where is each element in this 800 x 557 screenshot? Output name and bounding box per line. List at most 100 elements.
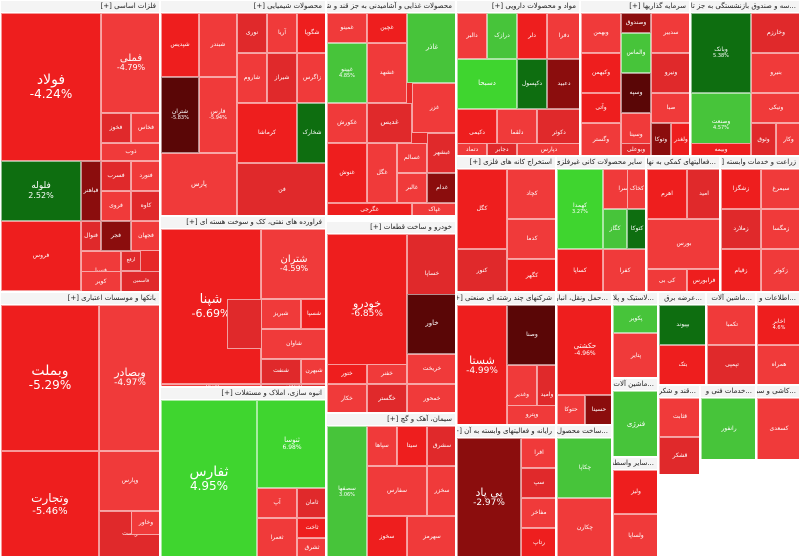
stock-tile[interactable]: شخارک <box>297 103 325 163</box>
stock-tile[interactable]: سپ <box>521 468 555 498</box>
sector-block[interactable]: ...عرضه برق بپیوند بتک <box>658 292 706 385</box>
sector-header[interactable]: فراورده های نفتی، کک و سوخت هسته ای [+] <box>161 217 325 229</box>
stock-tile[interactable]: کهمدا 3.27% <box>557 169 603 249</box>
sector-block[interactable]: زراعت و خدمات وابسته [+] زشگزا سیمرغ زملارد… <box>720 156 800 292</box>
stock-tile[interactable]: کدما <box>507 219 555 259</box>
sector-header[interactable]: مواد و محصولات دارویی [+] <box>457 1 579 13</box>
stock-tile[interactable]: فروی <box>101 191 131 221</box>
sector-header[interactable]: بانکها و موسسات اعتباری [+] <box>1 293 159 305</box>
sector-header[interactable]: سرمایه گذاریها [+] <box>581 1 689 13</box>
stock-tile[interactable]: غچین <box>367 13 407 43</box>
stock-tile[interactable]: سخزر <box>427 466 455 516</box>
stock-tile[interactable]: کسعدی <box>757 398 799 459</box>
stock-tile[interactable]: چکاپا <box>557 438 611 498</box>
stock-tile[interactable]: ذوب <box>101 143 159 161</box>
stock-tile[interactable]: رتاپ <box>521 528 555 556</box>
stock-tile[interactable]: افرا <box>521 438 555 468</box>
stock-tile[interactable]: وآتی <box>581 93 621 123</box>
stock-tile[interactable]: سپاها <box>367 426 397 466</box>
stock-tile[interactable]: وتوکا <box>651 123 671 155</box>
stock-tile[interactable]: کنور <box>457 249 507 291</box>
stock-tile[interactable]: سفارس <box>367 466 427 516</box>
stock-tile[interactable]: غمینو <box>327 13 367 43</box>
stock-tile[interactable]: سصفها 3.06% <box>327 426 367 556</box>
stock-tile[interactable]: وبانک 5.38% <box>691 13 751 93</box>
sector-header[interactable]: خودرو و ساخت قطعات [+] <box>327 222 455 234</box>
sector-header[interactable]: ...اطلاعات و ارتباطات <box>757 293 799 305</box>
sector-header[interactable]: زراعت و خدمات وابسته [+] <box>721 157 799 169</box>
stock-tile[interactable]: غگرجی <box>327 203 412 215</box>
sector-header[interactable]: ...قند و شکر [+] <box>659 386 699 398</box>
stock-tile[interactable]: سیتا <box>397 426 427 466</box>
sector-block[interactable]: ...ساخت محصول چکاپا چکارن <box>556 425 612 557</box>
stock-tile[interactable]: غپینو 4.85% <box>327 43 367 103</box>
stock-tile[interactable]: زمگسا <box>761 209 799 249</box>
sector-header[interactable]: محصولات غذایی و آشامیدنی به جز قند و شکر… <box>327 1 455 13</box>
stock-tile[interactable]: حتوکا <box>557 395 585 424</box>
stock-tile[interactable]: دپارس <box>517 143 579 155</box>
stock-tile[interactable]: ولساپا <box>613 514 657 556</box>
stock-tile[interactable]: پارس <box>161 153 237 215</box>
sector-block[interactable]: ...لاستیک و پلاس پکویر پتایر <box>612 292 658 378</box>
stock-tile[interactable]: ونیرو <box>651 53 689 93</box>
sector-header[interactable]: فلزات اساسی [+] <box>1 1 159 13</box>
stock-tile[interactable]: وبهمن <box>581 13 621 53</box>
sector-header[interactable]: رایانه و فعالیتهای وابسته به آن [+] <box>457 426 555 438</box>
stock-tile[interactable]: شسپا <box>301 299 325 329</box>
stock-tile[interactable]: فخاس <box>131 113 159 143</box>
stock-tile[interactable]: سهرمز <box>407 516 455 556</box>
stock-tile[interactable]: ثاخت <box>297 518 325 538</box>
stock-tile[interactable]: وپترو <box>507 405 555 424</box>
sector-block[interactable]: رایانه و فعالیتهای وابسته به آن [+] پی پا… <box>456 425 556 557</box>
stock-tile[interactable]: دالبر <box>457 13 487 59</box>
stock-tile[interactable]: کگاز <box>603 209 627 249</box>
stock-tile[interactable]: وکبهمن <box>581 53 621 93</box>
stock-tile[interactable]: فارس -5.94% <box>199 77 237 153</box>
stock-tile[interactable]: ولغدر <box>671 123 689 155</box>
stock-tile[interactable]: کی بی <box>647 269 687 291</box>
stock-tile[interactable]: وبیمه <box>691 143 751 155</box>
sector-header[interactable]: ...کاشی و سرامیک <box>757 386 799 398</box>
stock-tile[interactable]: ونیکی <box>751 93 799 123</box>
stock-tile[interactable]: حسینا <box>585 395 611 424</box>
sector-block[interactable]: ...قند و شکر [+] قثابت قشکر <box>658 385 700 475</box>
stock-tile[interactable]: کفرا <box>603 249 645 291</box>
sector-header[interactable]: ...فعالیتهای کمکی به نهادهای [+] <box>647 157 719 169</box>
stock-tile[interactable]: خودرو -6.85% <box>327 234 407 384</box>
stock-tile[interactable]: ثشرق <box>297 538 325 556</box>
stock-tile[interactable]: فملی -4.79% <box>101 13 159 113</box>
stock-tile[interactable]: بورس <box>647 219 719 269</box>
sector-block[interactable]: سایر محصولات کانی غیرفلزی [+]کهمدا3.27%ک… <box>556 156 646 292</box>
stock-tile[interactable]: فنورد <box>131 161 159 191</box>
stock-tile[interactable]: فاسمین <box>121 271 159 291</box>
stock-tile[interactable]: سیمرغ <box>761 169 799 209</box>
stock-tile[interactable]: خفنر <box>367 364 407 384</box>
sector-header[interactable]: سایر محصولات کانی غیرفلزی [+] <box>557 157 645 169</box>
stock-tile[interactable]: غگل <box>367 143 397 203</box>
stock-tile[interactable]: والماس <box>621 33 651 73</box>
stock-tile[interactable]: صبا <box>651 93 689 123</box>
sector-block[interactable]: انبوه سازی، املاک و مستغلات [+] ثفارس 4.95… <box>160 387 326 557</box>
stock-tile[interactable]: نوری <box>237 13 267 53</box>
sector-block[interactable]: ...ماشین آلات تکمبا تپمپی <box>706 292 756 385</box>
stock-tile[interactable]: سخوز <box>367 516 407 556</box>
stock-tile[interactable]: شتران -5.83% <box>161 77 199 153</box>
stock-tile[interactable]: قثابت <box>659 398 699 437</box>
stock-tile[interactable]: غدیس <box>367 103 412 143</box>
sector-block[interactable]: فراورده های نفتی، کک و سوخت هسته ای [+] ش… <box>160 216 326 387</box>
sector-block[interactable]: ...حمل ونقل، انبارداریحکشتی-4.96%حتوکاحس… <box>556 292 612 425</box>
stock-tile[interactable]: غسالم <box>397 143 427 173</box>
stock-tile[interactable]: فجهان <box>131 221 159 251</box>
stock-tile[interactable]: ثعمرا <box>257 518 297 556</box>
stock-tile[interactable]: دلر <box>517 13 547 59</box>
stock-tile[interactable]: تکمبا <box>707 305 755 345</box>
stock-tile[interactable]: خکار <box>327 384 367 412</box>
stock-tile[interactable]: فروس <box>1 221 81 291</box>
stock-tile[interactable]: خریخت <box>407 354 455 384</box>
stock-tile[interactable]: تپمپی <box>707 345 755 384</box>
stock-tile[interactable]: درازک <box>487 13 517 59</box>
sector-header[interactable]: ...سایر واسطه <box>613 458 657 470</box>
sector-header[interactable]: ...خدمات فنی و <box>701 386 755 398</box>
stock-tile[interactable]: ثامان <box>297 488 325 518</box>
stock-tile[interactable]: غکورش <box>327 103 367 143</box>
